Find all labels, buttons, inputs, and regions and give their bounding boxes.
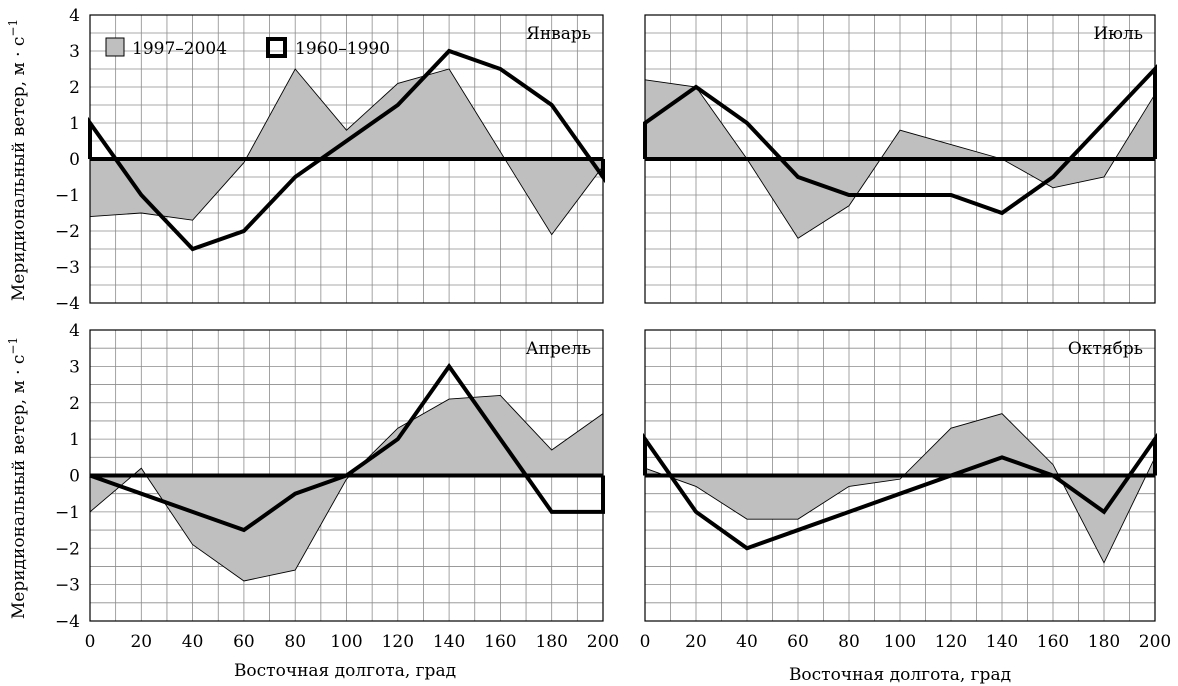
- y-tick-label: 3: [69, 357, 80, 377]
- x-tick-label: 0: [640, 632, 651, 652]
- x-tick-label: 160: [1037, 632, 1069, 652]
- legend-label-line: 1960–1990: [295, 39, 390, 59]
- x-tick-label: 100: [330, 632, 362, 652]
- legend: 1997–2004 1960–1990: [105, 37, 390, 59]
- area-series-april: [90, 395, 603, 581]
- x-tick-label: 120: [935, 632, 967, 652]
- x-tick-label: 80: [284, 632, 306, 652]
- panel-frame-october: [644, 329, 1156, 622]
- x-tick-label: 180: [1088, 632, 1120, 652]
- legend-swatch-line: [266, 37, 287, 58]
- x-tick-label: 140: [433, 632, 465, 652]
- x-axis-label-right: Восточная долгота, град: [789, 665, 1011, 685]
- panel-frame-april: [89, 329, 604, 622]
- line-series-october: [643, 432, 1157, 551]
- y-tick-label: 1: [69, 430, 80, 450]
- y-tick-label: 4: [69, 321, 80, 341]
- y-tick-label: 0: [69, 150, 80, 170]
- x-tick-label: 200: [1139, 632, 1171, 652]
- month-title-october: Октябрь: [1068, 339, 1143, 359]
- line-series-january: [88, 48, 605, 252]
- x-tick-label: 120: [382, 632, 414, 652]
- panel-frame-july: [644, 14, 1156, 304]
- y-tick-label: −2: [55, 539, 80, 559]
- x-tick-label: 40: [736, 632, 758, 652]
- y-tick-label: 4: [69, 6, 80, 26]
- y-tick-label: 1: [69, 114, 80, 134]
- y-axis-label-top-exponent: −1: [6, 19, 20, 37]
- panel-october: Октябрь 0 20 40 60 80 100 120 140 160 180 200: [640, 329, 1171, 652]
- x-tick-label: 40: [182, 632, 204, 652]
- y-tick-label: −1: [55, 186, 80, 206]
- area-outline-january: [89, 68, 604, 236]
- x-tick-label: 200: [587, 632, 619, 652]
- y-axis-label-top-text: Меридиональный ветер, м · с: [9, 37, 29, 302]
- y-tick-label: 0: [69, 467, 80, 487]
- y-tick-label: −1: [55, 503, 80, 523]
- y-tick-label: −4: [55, 612, 80, 632]
- x-tick-label: 140: [986, 632, 1018, 652]
- x-tick-label: 180: [535, 632, 567, 652]
- x-tick-label: 0: [85, 632, 96, 652]
- x-tick-label: 60: [233, 632, 255, 652]
- y-tick-label: 2: [69, 78, 80, 98]
- y-axis-label-bottom-text: Меридиональный ветер, м · с: [9, 355, 29, 620]
- x-tick-label: 160: [484, 632, 516, 652]
- month-title-january: Январь: [526, 24, 591, 44]
- y-axis-label-bottom-exponent: −1: [6, 337, 20, 355]
- month-title-july: Июль: [1093, 24, 1143, 44]
- line-series-april: [89, 362, 605, 533]
- area-outline-july: [644, 79, 1156, 239]
- legend-swatch-filled: [105, 37, 125, 57]
- y-axis-label-bottom: Меридиональный ветер, м · с−1: [6, 337, 29, 619]
- y-tick-label: 3: [69, 42, 80, 62]
- x-tick-label: 60: [787, 632, 809, 652]
- legend-label-filled: 1997–2004: [132, 39, 227, 59]
- panel-july: Июль: [643, 14, 1157, 304]
- y-tick-label: −3: [55, 576, 80, 596]
- x-tick-label: 100: [884, 632, 916, 652]
- panels-layer: Январь 4 3 2 1 0 −1 −2 −3 −4 1997–2004 1960–1990 Июл…: [55, 6, 1171, 652]
- y-tick-label: −3: [55, 258, 80, 278]
- y-axis-label-top: Меридиональный ветер, м · с−1: [6, 19, 29, 301]
- area-series-october: [645, 413, 1155, 563]
- area-outline-april: [89, 395, 604, 582]
- labels-layer: Меридиональный ветер, м · с−1 Меридионал…: [6, 19, 1011, 685]
- y-tick-label: 2: [69, 394, 80, 414]
- x-tick-label: 20: [685, 632, 707, 652]
- panel-frame-january: [89, 14, 604, 304]
- panel-january: Январь 4 3 2 1 0 −1 −2 −3 −4 1997–2004 1960–1990: [55, 6, 605, 314]
- area-outline-october: [644, 413, 1156, 564]
- line-series-july: [643, 63, 1157, 216]
- x-axis-label-left: Восточная долгота, град: [234, 661, 456, 681]
- y-tick-label: −4: [55, 294, 80, 314]
- x-tick-label: 20: [130, 632, 152, 652]
- y-tick-label: −2: [55, 222, 80, 242]
- x-tick-label: 80: [838, 632, 860, 652]
- month-title-april: Апрель: [526, 339, 591, 359]
